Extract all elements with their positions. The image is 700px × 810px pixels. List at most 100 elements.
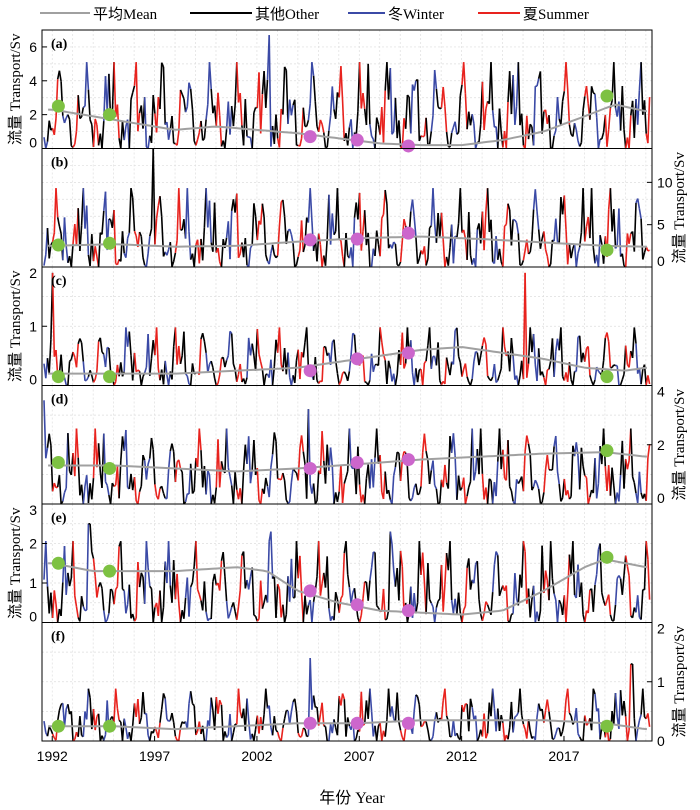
series-segment-summer (133, 617, 137, 622)
series-segment-winter (369, 567, 373, 581)
series-segment-winter (577, 733, 581, 738)
series-segment-winter (471, 114, 475, 124)
series-segment-other (406, 94, 410, 98)
series-segment-other (202, 138, 205, 141)
series-segment-other (469, 698, 473, 708)
series-segment-other (510, 490, 514, 502)
series-segment-summer (237, 688, 241, 712)
series-segment-winter (205, 104, 209, 120)
mean-marker-1 (51, 370, 65, 384)
series-segment-winter (62, 492, 66, 502)
series-segment-other (56, 217, 61, 227)
series-segment-other (162, 66, 166, 125)
series-segment-winter (85, 376, 90, 381)
panel-data (43, 272, 651, 386)
series-segment-winter (432, 720, 436, 737)
series-segment-other (152, 148, 156, 245)
series-segment-summer (51, 590, 56, 619)
series-segment-other (418, 704, 422, 727)
series-segment-other (138, 231, 143, 237)
series-segment-winter (410, 84, 414, 134)
y-tick-label: 2 (657, 621, 665, 637)
series-segment-other (394, 97, 398, 139)
series-segment-summer (464, 496, 468, 504)
series-segment-summer (522, 451, 526, 492)
series-segment-summer (381, 214, 385, 219)
series-segment-winter (553, 351, 557, 377)
series-segment-winter (370, 135, 374, 140)
series-segment-winter (290, 558, 294, 598)
series-segment-summer (607, 594, 612, 615)
mean-marker-1 (51, 456, 65, 470)
series-segment-other (253, 439, 257, 476)
series-segment-summer (565, 594, 569, 623)
series-segment-summer (259, 580, 264, 609)
series-segment-other (578, 335, 583, 363)
series-segment-winter (103, 433, 107, 482)
series-segment-other (488, 478, 492, 482)
series-segment-other (213, 202, 218, 253)
series-segment-other (416, 696, 421, 706)
series-segment-other (599, 543, 603, 593)
series-segment-winter (471, 707, 475, 720)
series-segment-other (142, 454, 146, 461)
series-segment-other (343, 477, 347, 484)
series-segment-summer (94, 246, 98, 257)
series-segment-summer (358, 484, 363, 503)
series-segment-winter (287, 501, 291, 504)
series-segment-summer (403, 450, 407, 454)
series-segment-winter (553, 733, 557, 740)
series-segment-summer (174, 327, 178, 365)
series-segment-summer (218, 699, 223, 706)
series-segment-other (273, 339, 277, 367)
panel-label: (d) (51, 393, 68, 408)
panel-data (43, 400, 651, 504)
series-segment-summer (423, 360, 427, 364)
series-segment-summer (217, 700, 221, 714)
series-segment-other (394, 374, 398, 386)
series-segment-other (203, 341, 207, 354)
series-segment-summer (379, 327, 383, 343)
y-tick-label: 4 (29, 73, 37, 89)
series-segment-summer (628, 350, 632, 368)
series-segment-summer (157, 488, 161, 500)
series-segment-summer (546, 255, 550, 267)
series-segment-winter (512, 355, 516, 380)
series-segment-other (642, 688, 646, 717)
series-segment-winter (225, 428, 230, 468)
series-segment-other (150, 95, 154, 143)
series-segment-other (253, 728, 257, 741)
series-segment-other (447, 247, 451, 266)
series-segment-other (578, 736, 583, 741)
series-segment-summer (300, 435, 305, 452)
series-segment-other (398, 722, 402, 731)
series-segment-summer (198, 428, 202, 451)
panel-e: 0 1 2 3 (e) 流量 Transport/Sv (7, 502, 653, 625)
series-segment-other (367, 63, 371, 125)
legend: 平均Mean 其他Other 冬Winter 夏Summer (40, 6, 589, 23)
series-segment-summer (340, 464, 344, 503)
y-tick-label: 2 (29, 265, 37, 281)
series-segment-summer (53, 482, 57, 488)
series-segment-winter (638, 471, 642, 493)
series-segment-other (109, 483, 114, 504)
series-segment-other (271, 244, 276, 255)
series-segment-summer (522, 250, 526, 261)
series-segment-other (191, 703, 195, 707)
series-segment-summer (403, 363, 407, 369)
series-segment-summer (382, 588, 386, 620)
series-segment-winter (84, 379, 87, 382)
series-segment-winter (493, 551, 497, 565)
series-segment-other (590, 188, 595, 248)
series-segment-other (363, 210, 368, 246)
series-segment-winter (391, 241, 395, 249)
mean-marker-1 (51, 719, 65, 733)
series-segment-winter (614, 693, 618, 717)
series-segment-other (416, 258, 421, 265)
series-segment-other (459, 705, 463, 740)
series-segment-other (549, 239, 554, 265)
series-segment-other (510, 338, 514, 356)
series-segment-other (428, 225, 432, 229)
series-segment-summer (403, 727, 407, 741)
series-segment-other (415, 483, 419, 495)
